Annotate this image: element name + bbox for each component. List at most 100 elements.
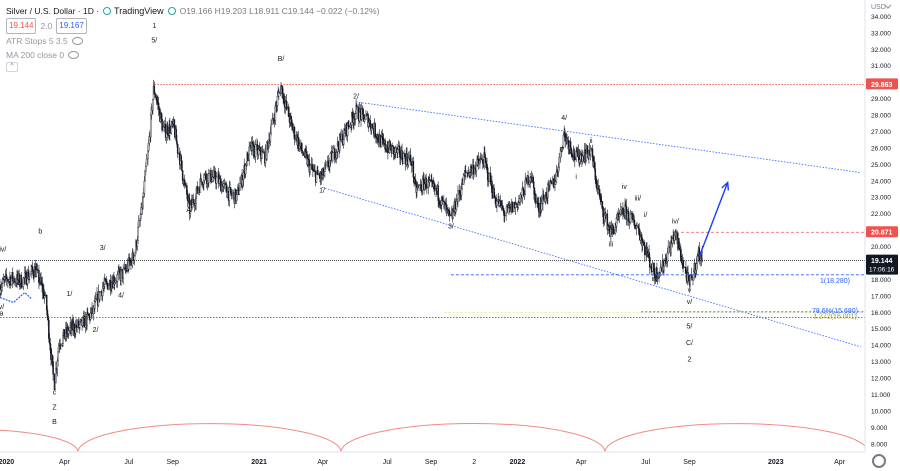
candle-body — [431, 180, 434, 184]
candle-body — [547, 184, 549, 198]
candle-body — [194, 203, 197, 206]
candle-body — [262, 151, 265, 153]
candle-body — [170, 126, 173, 134]
candle-body — [414, 179, 417, 185]
symbol-title[interactable]: Silver / U.S. Dollar · 1D · — [6, 6, 100, 16]
candle-body — [315, 173, 318, 183]
candle-body — [416, 187, 418, 193]
candle-body — [627, 211, 630, 222]
candle-body — [137, 226, 139, 241]
candle-body — [579, 154, 582, 161]
candle-body — [60, 344, 62, 346]
candle-body — [477, 159, 480, 164]
candle-body — [600, 197, 602, 202]
candle-body — [25, 271, 27, 285]
candle-body — [79, 320, 81, 325]
wave-label: 2 — [687, 357, 691, 364]
candle-body — [628, 221, 631, 223]
atr-indicator-label[interactable]: ATR Stops 5 3.5 — [6, 36, 68, 46]
price-tick-label: 29.000 — [871, 96, 891, 103]
candle-body — [147, 150, 149, 160]
candle-body — [485, 162, 488, 165]
collapse-legend-button[interactable]: ^ — [6, 62, 18, 72]
cycle-arcs — [0, 422, 869, 453]
candle-body — [118, 269, 121, 273]
candle-body — [586, 145, 589, 153]
wave-label: 3/ — [448, 223, 454, 230]
time-tick-label: 2021 — [251, 459, 267, 466]
candle-body — [475, 164, 478, 172]
ask-box[interactable]: 19.167 — [56, 18, 87, 34]
close-label: C — [281, 6, 288, 16]
candle-body — [359, 108, 362, 113]
candle-body — [412, 161, 415, 178]
chevron-down-icon — [884, 4, 892, 9]
candle-body — [61, 343, 64, 346]
ma-indicator-label[interactable]: MA 200 close 0 — [6, 50, 65, 60]
wave-label: v/ — [0, 304, 4, 311]
candle-body — [329, 159, 331, 167]
bid-box[interactable]: 19.144 — [6, 18, 37, 34]
candle-body — [667, 246, 669, 253]
cycle-arc — [604, 423, 869, 453]
candle-body — [134, 252, 136, 257]
candle-body — [259, 147, 262, 156]
candle-body — [214, 170, 216, 180]
price-tick-label: 31.000 — [871, 63, 891, 70]
candle-body — [222, 186, 224, 192]
candle-body — [231, 193, 233, 196]
candle-body — [242, 179, 244, 186]
candle-body — [103, 284, 105, 288]
time-axis-bg — [0, 452, 900, 471]
candle-body — [488, 173, 490, 182]
candle-body — [46, 309, 49, 317]
candle-body — [593, 161, 596, 170]
indicator-row-ma: MA 200 close 0 — [6, 48, 379, 62]
candle-body — [176, 140, 178, 145]
wave-label: 5/ — [151, 38, 157, 45]
legend-symbol-row: Silver / U.S. Dollar · 1D · TradingView … — [6, 4, 379, 18]
candle-body — [156, 99, 158, 102]
candle-body — [518, 198, 521, 203]
candle-body — [32, 270, 35, 276]
candle-body — [143, 180, 146, 194]
price-tick-label: 12.000 — [871, 376, 891, 383]
candle-body — [269, 132, 272, 142]
wave-label: 4/ — [118, 292, 124, 299]
wave-label: iv/ — [0, 246, 6, 253]
candles — [0, 79, 703, 391]
candle-body — [145, 166, 147, 172]
candle-body — [10, 277, 13, 285]
cycle-arc — [77, 423, 342, 453]
eye-hidden-icon[interactable] — [71, 37, 83, 45]
candle-body — [480, 158, 483, 160]
candle-body — [266, 141, 268, 160]
candle-body — [167, 126, 169, 136]
candle-body — [52, 361, 54, 375]
candle-body — [612, 225, 614, 230]
chart-settings-gear-icon[interactable] — [872, 454, 886, 468]
candle-body — [69, 326, 71, 331]
candle-body — [106, 283, 109, 290]
candle-body — [363, 119, 366, 122]
candle-body — [486, 167, 489, 181]
last-price-tag: 19.144 — [871, 258, 893, 265]
eye-hidden-icon[interactable] — [68, 51, 80, 59]
market-status-icon — [103, 7, 112, 15]
wave-label: 1 — [152, 23, 156, 30]
candle-body — [40, 277, 42, 284]
candle-body — [643, 242, 645, 246]
price-tick-label: 11.000 — [871, 392, 891, 399]
time-tick-label: 2022 — [510, 459, 526, 466]
candle-body — [382, 137, 384, 140]
candle-body — [566, 136, 568, 141]
candle-body — [230, 187, 232, 194]
low-value: 18.911 — [253, 6, 280, 16]
candle-body — [161, 119, 163, 131]
candle-body — [180, 155, 182, 161]
candle-body — [335, 152, 337, 159]
candle-body — [562, 134, 565, 148]
candle-body — [101, 287, 104, 297]
currency-label: USD — [871, 4, 886, 11]
